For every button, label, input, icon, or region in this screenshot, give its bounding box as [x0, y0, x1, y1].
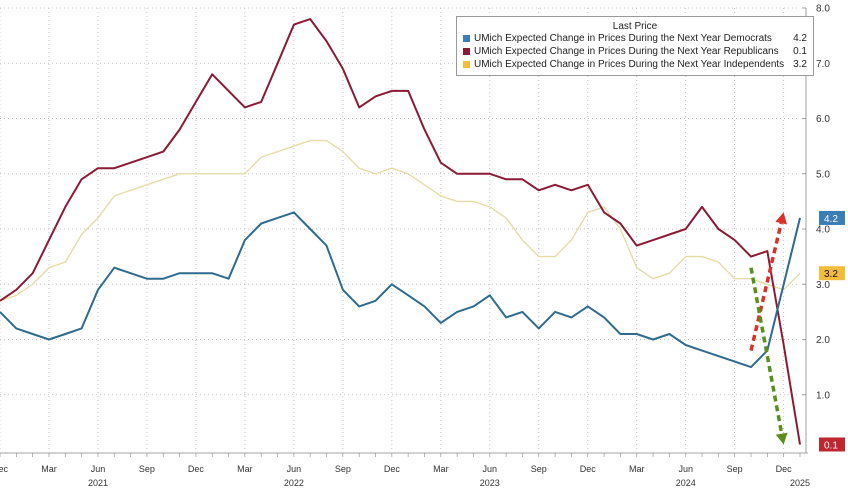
y-tick-label: 4.0 — [816, 225, 830, 236]
x-year-label: 2023 — [480, 478, 500, 488]
legend-item-republicans: UMich Expected Change in Prices During t… — [457, 45, 813, 58]
x-year-label: 2025 — [790, 478, 810, 488]
last-value-text: 3.2 — [824, 269, 838, 280]
y-axis: 1.0 2.0 3.0 4.0 5.0 6.0 7.0 8.0 — [802, 4, 830, 453]
last-value-text: 4.2 — [824, 214, 838, 225]
legend: Last Price UMich Expected Change in Pric… — [456, 16, 814, 76]
x-year-label: 2021 — [88, 478, 108, 488]
x-tick-label: Dec — [0, 464, 8, 474]
legend-item-independents: UMich Expected Change in Prices During t… — [457, 58, 813, 71]
legend-swatch-republicans — [463, 48, 470, 55]
x-tick-label: Jun — [678, 464, 693, 474]
legend-swatch-democrats — [463, 35, 470, 42]
red-dashed-up-arrow-shaft — [749, 222, 783, 351]
legend-label-democrats: UMich Expected Change in Prices During t… — [474, 33, 772, 44]
legend-value-democrats: 4.2 — [793, 33, 807, 44]
legend-value-republicans: 0.1 — [793, 46, 807, 57]
x-axis: Dec Mar Jun Sep Dec Mar Jun Sep Dec Mar Jun Sep Dec M… — [0, 452, 810, 488]
x-tick-label: Dec — [384, 464, 401, 474]
series-line-democrats — [0, 211, 801, 369]
x-tick-label: Sep — [335, 464, 351, 474]
green-dashed-down-arrow-head — [775, 432, 788, 445]
series-line-independents — [0, 139, 801, 302]
y-tick-label: 8.0 — [816, 4, 830, 15]
legend-value-independents: 3.2 — [793, 59, 807, 70]
last-value-badge — [819, 266, 845, 281]
x-tick-label: Sep — [531, 464, 547, 474]
green-dashed-down-arrow-shaft — [749, 267, 784, 434]
x-tick-label: Mar — [629, 464, 645, 474]
y-tick-label: 5.0 — [816, 169, 830, 180]
legend-item-democrats: UMich Expected Change in Prices During t… — [457, 32, 813, 45]
y-tick-label: 2.0 — [816, 335, 830, 346]
x-tick-label: Jun — [483, 464, 498, 474]
series-lines — [0, 18, 801, 445]
x-tick-label: Dec — [188, 464, 205, 474]
x-tick-label: Mar — [237, 464, 253, 474]
last-value-badge — [819, 437, 845, 452]
red-dashed-up-arrow-head — [775, 212, 787, 225]
x-tick-label: Mar — [433, 464, 449, 474]
legend-title: Last Price — [612, 21, 658, 32]
series-line-republicans — [0, 18, 801, 445]
last-value-badge — [819, 210, 845, 225]
x-tick-label: Dec — [580, 464, 597, 474]
legend-swatch-independents — [463, 61, 470, 68]
x-tick-label: Dec — [776, 464, 793, 474]
x-tick-label: Mar — [41, 464, 57, 474]
grid-lines — [0, 7, 800, 450]
y-tick-label: 3.0 — [816, 280, 830, 291]
y-tick-label: 6.0 — [816, 114, 830, 125]
x-year-label: 2022 — [284, 478, 304, 488]
x-tick-label: Sep — [727, 464, 743, 474]
y-tick-label: 7.0 — [816, 59, 830, 70]
x-tick-label: Sep — [139, 464, 155, 474]
last-value-labels: 4.2 0.1 3.2 — [819, 210, 845, 452]
last-value-text: 0.1 — [824, 440, 838, 451]
legend-label-independents: UMich Expected Change in Prices During t… — [474, 59, 785, 70]
trend-arrows — [749, 212, 788, 445]
legend-label-republicans: UMich Expected Change in Prices During t… — [474, 46, 779, 57]
y-tick-label: 1.0 — [816, 390, 830, 401]
x-tick-label: Jun — [287, 464, 302, 474]
x-year-label: 2024 — [676, 478, 696, 488]
x-tick-label: Jun — [91, 464, 106, 474]
